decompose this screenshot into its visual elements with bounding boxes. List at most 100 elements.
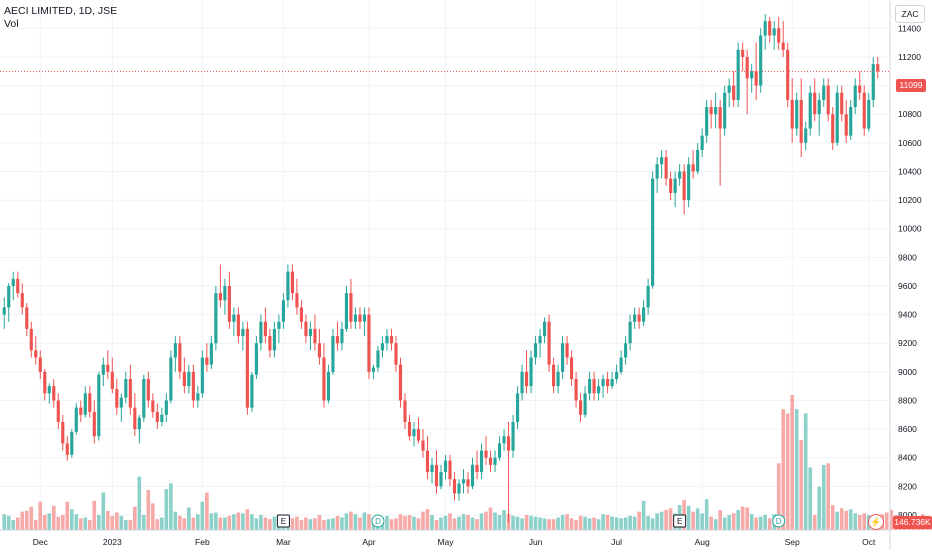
- volume-bar: [884, 512, 889, 530]
- volume-bar: [254, 518, 259, 530]
- volume-bar: [470, 517, 475, 530]
- candle-body: [583, 393, 587, 415]
- candle-body: [579, 400, 583, 415]
- candle-body: [835, 92, 839, 143]
- x-tick-label: Aug: [695, 537, 710, 547]
- candle-body: [322, 357, 326, 401]
- candle-body: [479, 450, 484, 473]
- candle-body: [70, 431, 74, 455]
- candle-body: [88, 393, 92, 412]
- candle-body: [655, 164, 659, 179]
- y-tick-label: 10600: [898, 138, 922, 148]
- candle-body: [101, 364, 105, 375]
- volume-bar: [448, 513, 452, 530]
- candle-body: [858, 85, 862, 93]
- volume-bar: [560, 515, 565, 530]
- candle-body: [511, 421, 515, 451]
- candle-body: [831, 114, 835, 143]
- candle-body: [637, 314, 641, 322]
- candle-body: [196, 393, 200, 401]
- candle-body: [723, 92, 727, 129]
- volume-bar: [47, 513, 52, 530]
- volume-bar: [479, 513, 484, 530]
- candle-body: [741, 49, 745, 57]
- volume-bar: [160, 517, 164, 530]
- candle-body: [849, 107, 853, 136]
- volume-bar: [785, 413, 790, 530]
- volume-bar: [583, 516, 587, 530]
- candle-body: [317, 343, 322, 358]
- volume-bar: [794, 409, 799, 530]
- lightning-icon[interactable]: ⚡: [868, 514, 884, 530]
- candle-body: [61, 421, 65, 444]
- candle-body: [241, 328, 245, 337]
- symbol-title[interactable]: AECI LIMITED, 1D, JSE: [4, 5, 118, 17]
- y-tick-label: 8200: [898, 481, 917, 491]
- y-tick-label: 11200: [898, 52, 921, 62]
- volume-bar: [245, 509, 250, 530]
- candle-body: [799, 99, 803, 143]
- volume-bar: [69, 509, 74, 530]
- volume-bar: [533, 516, 538, 530]
- volume-bar: [106, 510, 110, 530]
- volume-bar: [844, 510, 849, 530]
- volume-bar: [394, 518, 398, 530]
- volume-bar: [713, 519, 718, 530]
- volume-bar: [650, 518, 655, 530]
- volume-bar: [20, 511, 25, 530]
- earnings-marker: [673, 514, 687, 528]
- volume-bars: [2, 395, 932, 530]
- volume-bar: [308, 519, 313, 530]
- candle-body: [308, 328, 313, 337]
- volume-label[interactable]: Vol: [4, 18, 19, 30]
- y-tick-label: 9400: [898, 310, 917, 320]
- candle-body: [448, 460, 452, 480]
- volume-bar: [439, 517, 443, 530]
- candle-body: [524, 371, 529, 387]
- candle-body: [430, 464, 434, 473]
- volume-bar: [452, 518, 457, 530]
- volume-bar: [33, 520, 38, 530]
- x-tick-label: May: [437, 537, 454, 547]
- candle-body: [182, 371, 186, 387]
- currency-label[interactable]: ZAC: [895, 5, 925, 23]
- candle-body: [497, 443, 502, 458]
- x-tick-label: Mar: [276, 537, 291, 547]
- candle-body: [380, 343, 385, 351]
- y-tick-label: 10200: [898, 195, 922, 205]
- candle-body: [633, 314, 637, 322]
- candle-body: [808, 92, 812, 129]
- candle-body: [83, 393, 87, 415]
- candle-body: [214, 293, 218, 344]
- candle-body: [209, 343, 213, 365]
- volume-bar: [344, 513, 349, 530]
- candle-body: [736, 49, 740, 100]
- volume-bar: [29, 506, 34, 530]
- candle-body: [74, 407, 78, 432]
- candle-body: [786, 49, 790, 100]
- candle-body: [47, 386, 51, 394]
- volume-bar: [839, 508, 844, 530]
- candle-body: [853, 85, 857, 108]
- chart-legend: AECI LIMITED, 1D, JSE Vol: [4, 5, 117, 31]
- candle-body: [259, 321, 263, 344]
- volume-bar: [592, 517, 596, 530]
- candle-body: [813, 92, 817, 115]
- candle-body: [529, 357, 533, 387]
- candle-body: [871, 64, 875, 100]
- candle-body: [155, 411, 159, 422]
- volume-bar: [556, 517, 560, 530]
- volume-bar: [24, 510, 29, 530]
- volume-bar: [731, 513, 736, 530]
- x-tick-label: Sep: [785, 537, 800, 547]
- candle-body: [146, 379, 150, 401]
- volume-bar: [178, 515, 182, 530]
- event-marker-label: D: [776, 517, 782, 526]
- candle-body: [804, 128, 808, 143]
- candle-body: [520, 371, 524, 394]
- candle-body: [619, 357, 623, 372]
- volume-bar: [268, 519, 272, 530]
